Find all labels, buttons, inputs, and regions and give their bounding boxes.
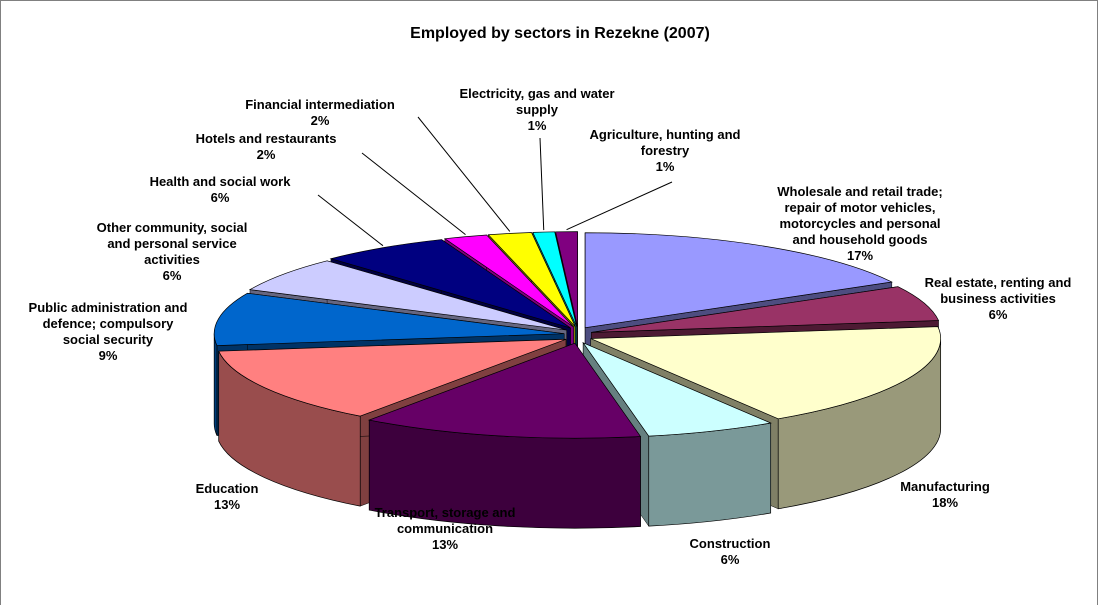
category-label: Transport, storage and communication [375,505,516,536]
leader-line [417,116,511,232]
value-label: 6% [163,268,182,283]
category-label: Other community, social and personal serv… [97,220,248,267]
value-label: 6% [211,190,230,205]
slice-top [487,232,576,327]
slice [367,342,642,529]
slice-top [532,231,578,327]
category-label: Electricity, gas and water supply [459,86,614,117]
value-label: 2% [257,147,276,162]
category-label: Construction [690,536,771,551]
category-label: Hotels and restaurants [196,131,337,146]
value-label: 2% [311,113,330,128]
slice-label-group: Real estate, renting and business activit… [925,275,1072,322]
value-label: 17% [847,248,873,263]
slice-top [218,338,567,417]
slice-side [648,422,772,527]
labels: Wholesale and retail trade; repair of mot… [29,86,1072,567]
category-label: Health and social work [150,174,292,189]
slice-top [213,292,565,346]
category-label: Education [196,481,259,496]
value-label: 18% [932,495,958,510]
value-label: 13% [214,497,240,512]
leader-line [361,152,466,236]
value-label: 1% [656,159,675,174]
slice-top [248,260,567,331]
slice-label-group: Other community, social and personal serv… [97,220,248,283]
category-label: Real estate, renting and business activit… [925,275,1072,306]
leader-line [317,194,384,247]
slice-top [582,342,772,437]
value-label: 1% [528,118,547,133]
leader-line [566,181,673,231]
category-label: Agriculture, hunting and forestry [590,127,741,158]
chart-title: Employed by sectors in Rezekne (2007) [410,25,710,42]
slice-top [367,342,642,439]
value-label: 13% [432,537,458,552]
slice-label-group: Public administration and defence; compul… [29,300,188,363]
category-label: Wholesale and retail trade; repair of mot… [777,184,942,247]
slice-label-group: Wholesale and retail trade; repair of mot… [777,184,942,263]
category-label: Financial intermediation [245,97,395,112]
category-label: Manufacturing [900,479,990,494]
slice-top [555,231,578,327]
slice-top [591,286,940,333]
slice-top [443,234,574,328]
category-label: Public administration and defence; compul… [29,300,188,347]
pie [213,231,942,529]
slice-top [584,232,893,329]
value-label: 9% [99,348,118,363]
value-label: 6% [989,307,1008,322]
value-label: 6% [721,552,740,567]
leader-line [539,137,545,231]
slice-side [213,333,218,436]
slice-top [329,239,571,329]
slice-top [590,326,942,420]
